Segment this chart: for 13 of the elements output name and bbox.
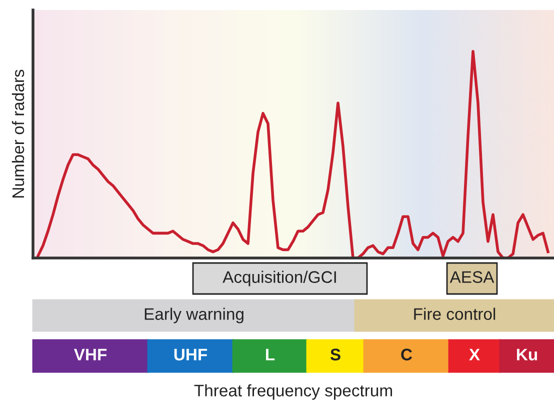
text: VHF [74,348,107,360]
text: S [330,348,340,360]
text: AESA [450,271,494,283]
text: C [401,348,412,360]
text: Acquisition/GCI [222,270,336,286]
text: UHF [174,348,208,360]
y-axis-title: Number of radars [12,70,24,198]
text: Ku [517,348,538,360]
text: Threat frequency spectrum [194,384,392,400]
text: Early warning [144,308,244,324]
text: X [469,348,480,360]
text: L [266,348,275,360]
text: Fire control [414,308,496,320]
